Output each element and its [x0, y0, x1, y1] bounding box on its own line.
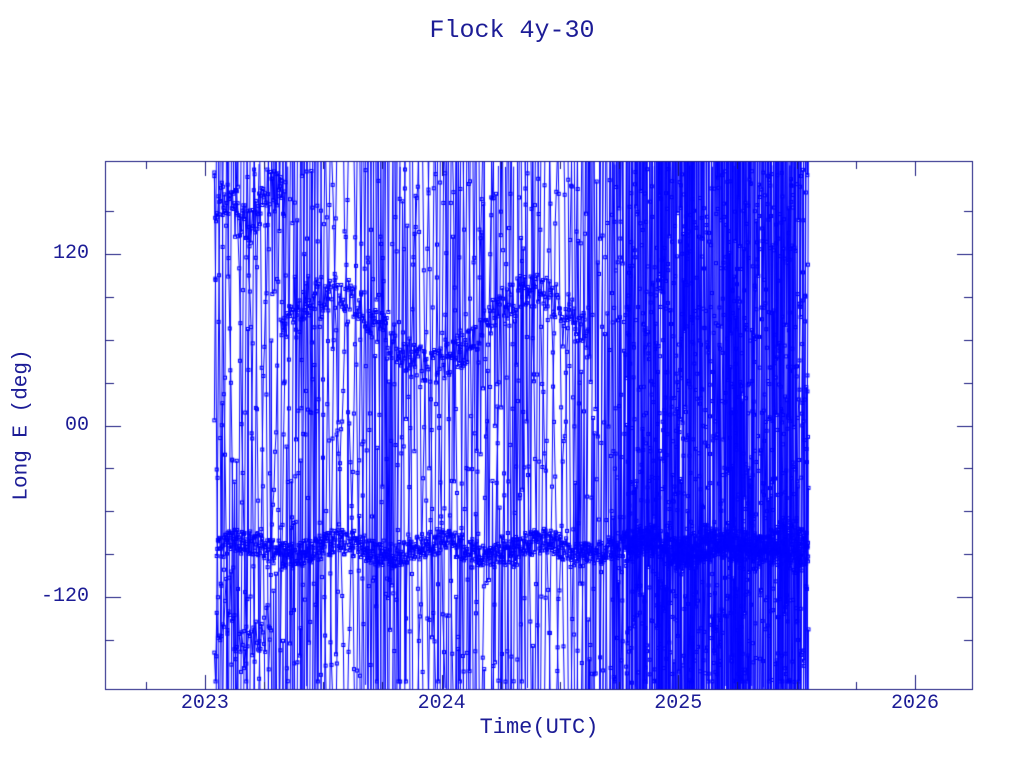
y-tick-label: 00 [64, 413, 89, 437]
y-tick-label: -120 [40, 585, 89, 609]
x-axis-title: Time(UTC) [479, 715, 599, 740]
x-tick-label: 2026 [890, 692, 939, 715]
y-tick-label: 120 [52, 241, 89, 265]
chart-title: Flock 4y-30 [429, 16, 595, 45]
x-tick-label: 2024 [417, 692, 466, 715]
x-tick-label: 2025 [654, 692, 703, 715]
x-tick-label: 2023 [180, 692, 229, 715]
